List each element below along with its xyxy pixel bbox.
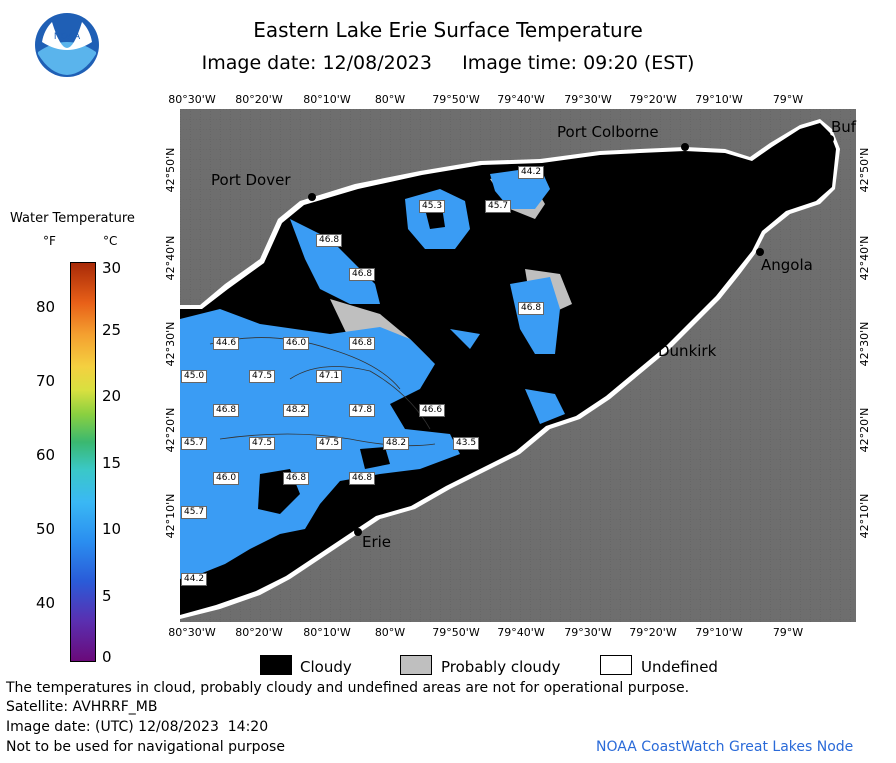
c-tick: 5 <box>102 587 112 605</box>
lat-tick: 42°30'N <box>163 321 177 367</box>
temp-label: 44.2 <box>518 166 545 179</box>
lon-tick: 80°10'W <box>303 626 351 639</box>
cloudy-label: Cloudy <box>300 658 352 676</box>
undefined-label: Undefined <box>641 658 718 676</box>
undefined-swatch <box>600 655 632 675</box>
lon-tick: 79°10'W <box>695 626 743 639</box>
lon-tick: 79°10'W <box>695 93 743 106</box>
lon-tick: 80°W <box>374 626 406 639</box>
f-tick: 50 <box>36 520 56 538</box>
cloudy-swatch <box>260 655 292 675</box>
lon-tick: 79°30'W <box>564 93 612 106</box>
lat-tick: 42°10'N <box>163 493 177 539</box>
lon-tick: 79°50'W <box>432 93 480 106</box>
lat-tick: 42°40'N <box>163 235 177 281</box>
utc-date-text: Image date: (UTC) 12/08/2023 14:20 <box>6 719 269 735</box>
f-tick: 70 <box>36 372 56 390</box>
lat-tick: 42°50'N <box>163 147 177 193</box>
temp-label: 47.8 <box>349 404 376 417</box>
place-erie: Erie <box>362 533 392 551</box>
temp-label: 47.1 <box>316 370 343 383</box>
temp-label: 45.3 <box>419 200 446 213</box>
lat-tick: 42°10'N <box>857 493 871 539</box>
navigation-warning: Not to be used for navigational purpose <box>6 739 285 755</box>
c-tick: 25 <box>102 321 122 339</box>
temp-label: 46.8 <box>349 268 376 281</box>
lon-tick: 80°20'W <box>235 93 283 106</box>
temp-label: 47.5 <box>249 370 276 383</box>
c-tick: 20 <box>102 387 122 405</box>
credit-text: NOAA CoastWatch Great Lakes Node <box>596 739 854 755</box>
lon-tick: 79°40'W <box>497 626 545 639</box>
noaa-logo-text: NOAA <box>54 32 81 42</box>
temp-label: 44.2 <box>181 573 208 586</box>
lon-tick: 79°20'W <box>629 93 677 106</box>
map-title: Eastern Lake Erie Surface Temperature <box>253 18 643 42</box>
place-port-dover: Port Dover <box>211 171 291 189</box>
temp-label: 46.8 <box>283 472 310 485</box>
lon-tick: 79°40'W <box>497 93 545 106</box>
lon-tick: 79°20'W <box>629 626 677 639</box>
temp-label: 44.6 <box>213 337 240 350</box>
temp-label: 45.7 <box>181 437 208 450</box>
temp-label: 46.0 <box>213 472 240 485</box>
cloudy-area <box>180 123 836 615</box>
satellite-text: Satellite: AVHRRF_MB <box>6 699 158 715</box>
lon-tick: 80°30'W <box>168 93 216 106</box>
lat-tick: 42°20'N <box>857 407 871 453</box>
temperature-colorbar <box>70 262 96 662</box>
lat-tick: 42°30'N <box>857 321 871 367</box>
f-tick: 40 <box>36 594 56 612</box>
temp-label: 45.0 <box>181 370 208 383</box>
temp-label: 45.7 <box>181 506 208 519</box>
lon-tick: 79°W <box>772 93 804 106</box>
lat-tick: 42°50'N <box>857 147 871 193</box>
f-tick: 60 <box>36 446 56 464</box>
place-dunkirk: Dunkirk <box>658 342 717 360</box>
lon-tick: 79°30'W <box>564 626 612 639</box>
probably-cloudy-label: Probably cloudy <box>441 658 561 676</box>
temp-label: 46.8 <box>316 234 343 247</box>
place-angola: Angola <box>761 256 813 274</box>
lon-tick: 79°W <box>772 626 804 639</box>
temp-label: 48.2 <box>283 404 310 417</box>
image-date-time: Image date: 12/08/2023 Image time: 09:20… <box>201 52 695 74</box>
probably-cloudy-swatch <box>400 655 432 675</box>
noaa-logo-icon: NOAA <box>35 13 99 77</box>
temp-label: 45.7 <box>485 200 512 213</box>
lat-tick: 42°40'N <box>857 235 871 281</box>
lon-tick: 80°W <box>374 93 406 106</box>
temp-label: 47.5 <box>249 437 276 450</box>
temp-label: 46.8 <box>213 404 240 417</box>
temp-label: 47.5 <box>316 437 343 450</box>
place-buffalo: Buf <box>831 118 857 136</box>
lon-tick: 80°30'W <box>168 626 216 639</box>
lake-erie-map <box>180 109 856 622</box>
c-tick: 10 <box>102 520 122 538</box>
c-tick: 0 <box>102 648 112 666</box>
lat-tick: 42°20'N <box>163 407 177 453</box>
place-port-colborne: Port Colborne <box>557 123 659 141</box>
temp-label: 43.5 <box>453 437 480 450</box>
disclaimer-text: The temperatures in cloud, probably clou… <box>6 680 690 696</box>
c-tick: 15 <box>102 454 122 472</box>
lon-tick: 79°50'W <box>432 626 480 639</box>
c-tick: 30 <box>102 259 122 277</box>
temp-label: 48.2 <box>383 437 410 450</box>
temp-label: 46.8 <box>349 472 376 485</box>
lon-tick: 80°10'W <box>303 93 351 106</box>
temp-label: 46.0 <box>283 337 310 350</box>
temp-label: 46.6 <box>419 404 446 417</box>
legend-unit-fahrenheit: °F <box>43 234 56 248</box>
temp-label: 46.8 <box>349 337 376 350</box>
f-tick: 80 <box>36 298 56 316</box>
lon-tick: 80°20'W <box>235 626 283 639</box>
legend-title: Water Temperature <box>10 211 135 226</box>
temp-label: 46.8 <box>518 302 545 315</box>
legend-unit-celsius: °C <box>103 234 118 248</box>
